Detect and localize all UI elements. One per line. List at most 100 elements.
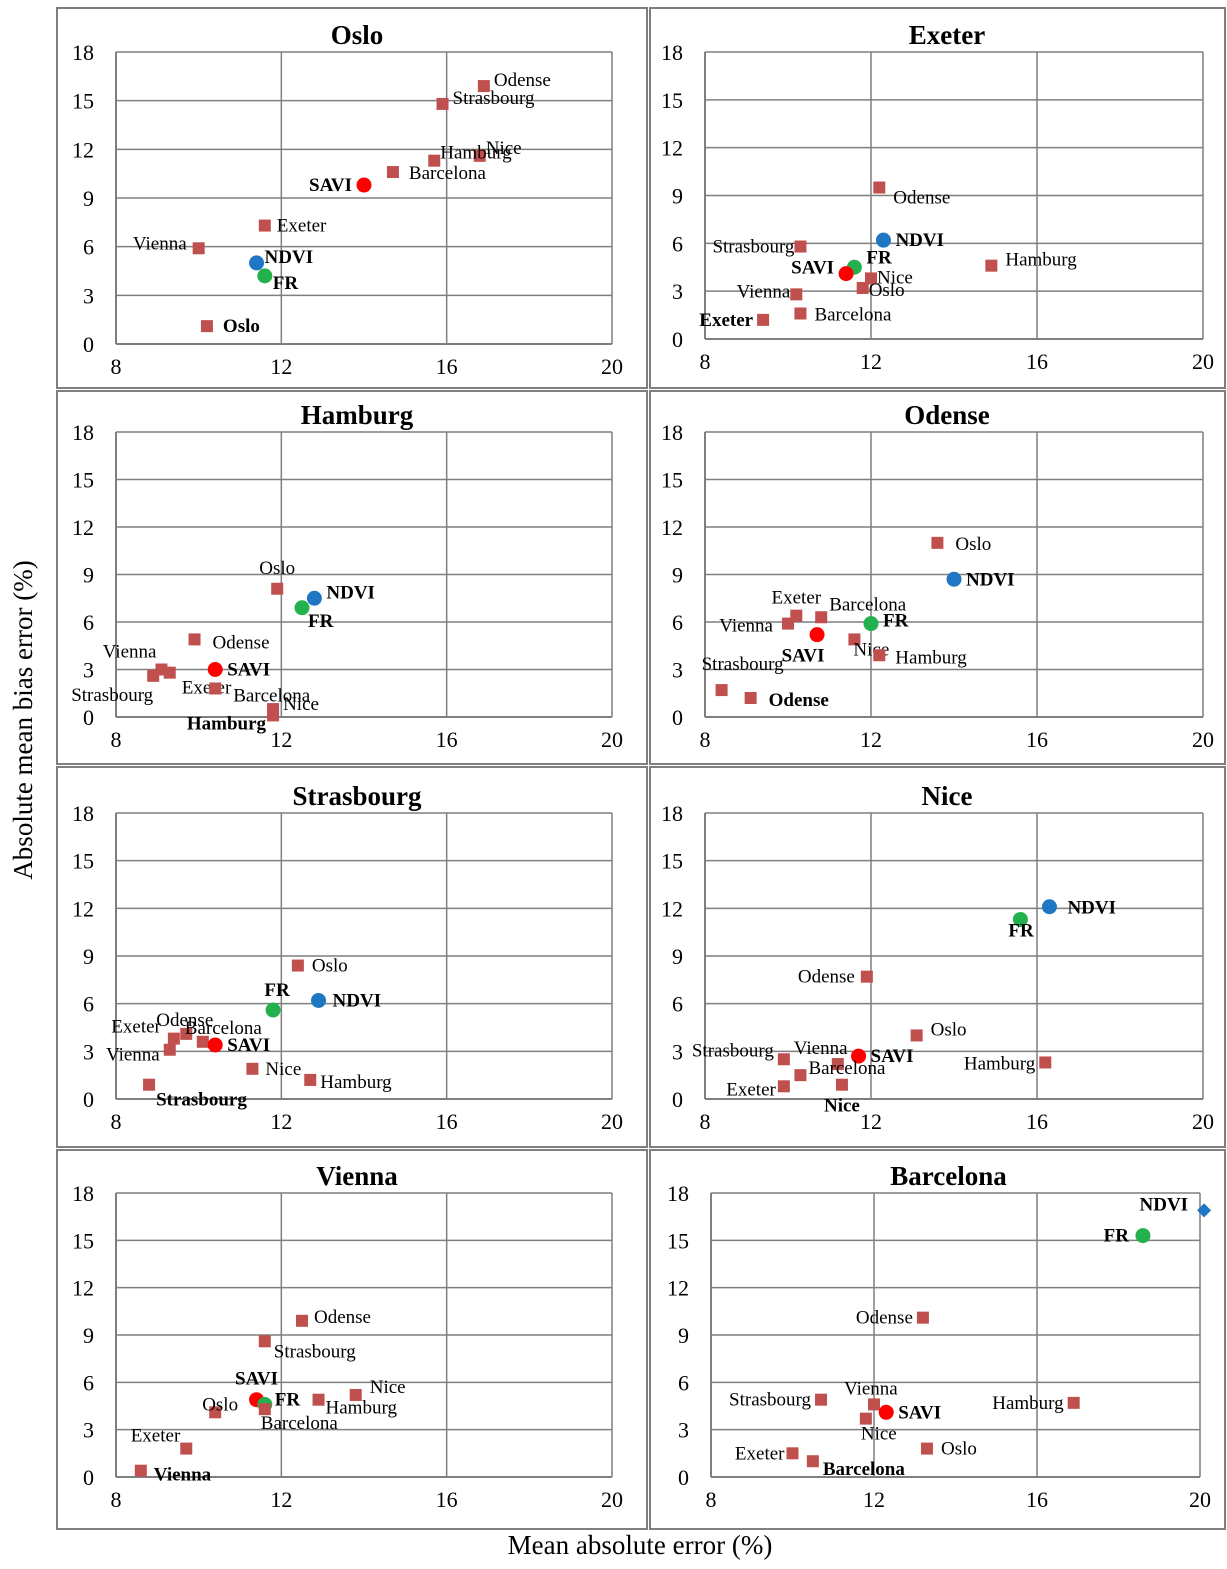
data-point	[794, 240, 807, 253]
data-label: Strasbourg	[156, 1090, 247, 1111]
y-tick-label: 15	[72, 89, 94, 114]
chart-title: Odense	[904, 400, 990, 430]
x-tick-label: 20	[601, 1487, 623, 1512]
chart-panel: 0 3 6 9 12 15 18 8 12 16 20 Vienna Odense Strasbourg N…	[56, 1149, 648, 1530]
y-tick-label: 3	[672, 279, 683, 304]
chart-title: Hamburg	[301, 400, 414, 430]
x-tick-label: 12	[270, 1487, 292, 1512]
data-point	[192, 242, 205, 255]
x-tick-label: 16	[1026, 727, 1048, 752]
data-point	[835, 1078, 848, 1091]
data-point	[134, 1464, 147, 1477]
data-label: Oslo	[869, 280, 905, 301]
y-tick-label: 0	[678, 1465, 689, 1490]
data-label: Exeter	[111, 1017, 161, 1038]
data-label: Barcelona	[829, 594, 907, 615]
data-point	[356, 177, 372, 193]
data-point	[1039, 1056, 1052, 1069]
data-label: Odense	[156, 1010, 213, 1031]
x-tick-label: 20	[1192, 727, 1214, 752]
y-tick-label: 6	[83, 610, 94, 635]
data-point	[265, 1002, 281, 1018]
data-label: Odense	[769, 690, 829, 711]
panel-frame	[56, 7, 648, 389]
x-tick-label: 20	[601, 727, 623, 752]
x-tick-label: 8	[706, 1487, 717, 1512]
data-point	[786, 1447, 799, 1460]
x-tick-label: 8	[111, 727, 122, 752]
data-point	[1012, 911, 1028, 927]
chart-title: Strasbourg	[292, 781, 422, 811]
data-point	[473, 149, 486, 162]
data-label: Nice	[486, 138, 522, 159]
y-tick-label: 9	[83, 186, 94, 211]
data-label: SAVI	[227, 1035, 270, 1056]
data-label: Oslo	[941, 1439, 977, 1460]
data-label: NDVI	[1140, 1194, 1189, 1215]
y-tick-label: 3	[672, 1039, 683, 1064]
y-tick-label: 15	[661, 849, 683, 874]
x-tick-label: 12	[270, 727, 292, 752]
y-tick-label: 6	[678, 1370, 689, 1395]
data-point	[815, 1393, 828, 1406]
y-tick-label: 12	[72, 137, 94, 162]
data-label: Nice	[861, 1424, 897, 1445]
data-label: Exeter	[772, 588, 822, 609]
data-point	[271, 582, 284, 595]
data-label: Vienna	[103, 642, 157, 663]
data-label: Hamburg	[964, 1053, 1036, 1074]
data-point	[257, 268, 273, 284]
data-point	[258, 1335, 271, 1348]
data-label: Odense	[856, 1308, 913, 1329]
y-tick-label: 9	[672, 944, 683, 969]
y-tick-label: 0	[672, 327, 683, 352]
x-tick-label: 8	[111, 1109, 122, 1134]
x-tick-label: 20	[601, 1109, 623, 1134]
data-label: Strasbourg	[729, 1390, 811, 1411]
panel-frame	[56, 1149, 648, 1530]
y-tick-label: 9	[83, 1323, 94, 1348]
data-point	[249, 255, 265, 271]
data-point	[200, 320, 213, 333]
data-label: Oslo	[259, 558, 295, 579]
panel-frame	[649, 7, 1226, 389]
y-tick-label: 12	[72, 515, 94, 540]
data-point	[831, 1058, 844, 1071]
x-tick-label: 20	[1189, 1487, 1211, 1512]
chart-panel: 0 3 6 9 12 15 18 8 12 16 20 Strasbourg Oslo NDVI FR Ode…	[56, 766, 648, 1148]
data-label: Vienna	[154, 1465, 212, 1486]
data-label: Oslo	[931, 1019, 967, 1040]
y-tick-label: 3	[83, 283, 94, 308]
chart-panel: 0 3 6 9 12 15 18 8 12 16 20 Exeter Odense NDVI Strasbo…	[649, 7, 1226, 389]
data-point	[868, 1398, 880, 1411]
data-label: FR	[273, 273, 299, 294]
data-label: NDVI	[895, 230, 944, 251]
y-tick-label: 12	[661, 896, 683, 921]
x-tick-label: 20	[1192, 349, 1214, 374]
data-label: Strasbourg	[702, 654, 784, 675]
y-tick-label: 6	[672, 610, 683, 635]
data-point	[715, 684, 728, 697]
data-label: Oslo	[955, 534, 991, 555]
data-label: Barcelona	[409, 163, 487, 184]
data-point	[291, 959, 304, 972]
data-label: Hamburg	[326, 1398, 398, 1419]
data-label: FR	[1104, 1226, 1130, 1247]
y-tick-label: 6	[672, 231, 683, 256]
data-point	[848, 633, 861, 646]
y-tick-label: 0	[672, 1087, 683, 1112]
y-tick-label: 0	[83, 332, 94, 357]
x-tick-label: 12	[860, 1109, 882, 1134]
y-tick-label: 9	[672, 184, 683, 209]
data-label: Exeter	[726, 1079, 776, 1100]
y-tick-label: 12	[667, 1276, 689, 1301]
x-tick-label: 16	[436, 354, 458, 379]
data-label: NDVI	[966, 569, 1015, 590]
data-label: SAVI	[309, 175, 352, 196]
data-label: Nice	[283, 694, 319, 715]
data-label: NDVI	[1067, 898, 1116, 919]
data-label: Nice	[877, 267, 913, 288]
data-label: Exeter	[735, 1443, 785, 1464]
y-tick-label: 3	[83, 1039, 94, 1064]
